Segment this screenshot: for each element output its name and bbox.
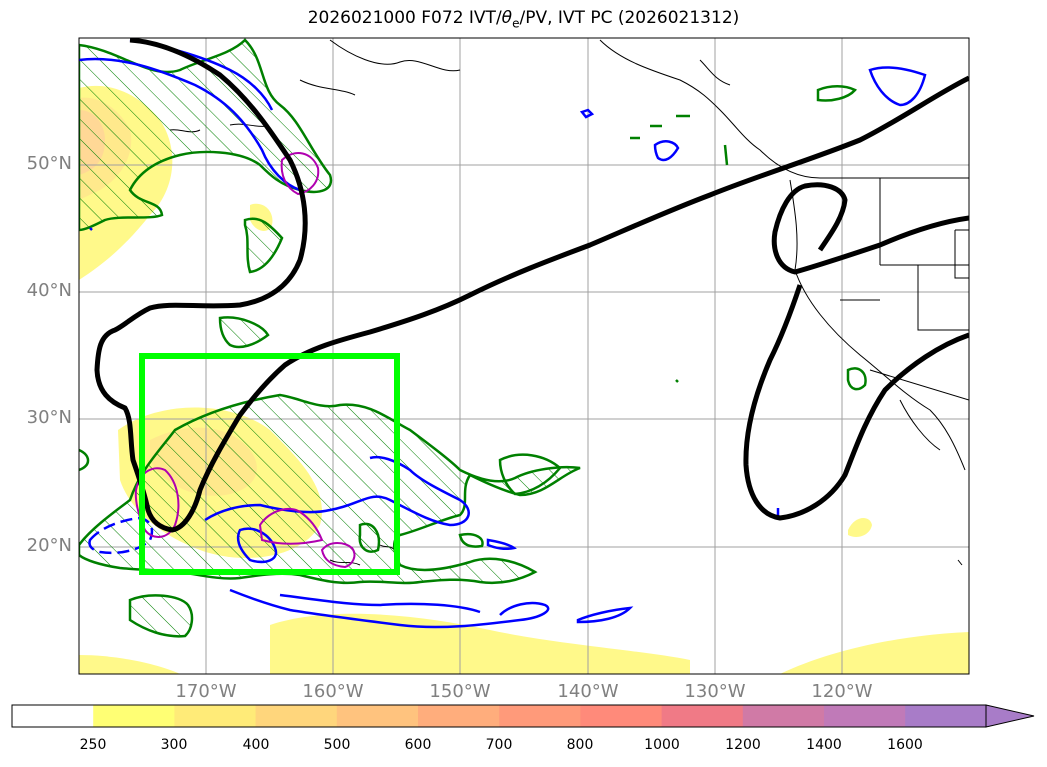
lon-label-170w: 170°W bbox=[175, 681, 237, 702]
colorbar-tick-label: 700 bbox=[485, 737, 513, 753]
colorbar-cell bbox=[742, 705, 825, 727]
colorbar-tick-label: 300 bbox=[160, 737, 188, 753]
colorbar-cell bbox=[336, 705, 419, 727]
colorbar-tick-label: 1200 bbox=[725, 737, 761, 753]
colorbar-cell bbox=[499, 705, 581, 727]
colorbar-tick-label: 1600 bbox=[887, 737, 923, 753]
colorbar-tick-label: 400 bbox=[242, 737, 270, 753]
colorbar-tick-label: 500 bbox=[323, 737, 351, 753]
colorbar-tick-label: 250 bbox=[79, 737, 107, 753]
ivt-colorbar bbox=[11, 704, 1035, 728]
colorbar-tick-label: 1400 bbox=[806, 737, 842, 753]
lat-label-30n: 30°N bbox=[26, 407, 72, 428]
theta-e-contours bbox=[79, 38, 867, 638]
colorbar-tick-label: 1000 bbox=[644, 737, 680, 753]
region-box bbox=[139, 353, 400, 575]
lon-label-150w: 150°W bbox=[429, 681, 491, 702]
colorbar-cell bbox=[174, 705, 257, 727]
colorbar-tick-label: 800 bbox=[566, 737, 594, 753]
colorbar-cell bbox=[418, 705, 500, 727]
colorbar-extend-arrow bbox=[985, 704, 1035, 728]
lon-label-140w: 140°W bbox=[557, 681, 619, 702]
lon-label-120w: 120°W bbox=[811, 681, 873, 702]
colorbar-cell bbox=[93, 705, 175, 727]
map-title: 2026021000 F072 IVT/θe/PV, IVT PC (20260… bbox=[307, 8, 740, 31]
colorbar-cell bbox=[12, 705, 94, 727]
lat-label-40n: 40°N bbox=[26, 280, 72, 301]
map-gridlines bbox=[79, 38, 969, 674]
colorbar-cell bbox=[580, 705, 663, 727]
colorbar-cell bbox=[255, 705, 338, 727]
ivt-map bbox=[78, 37, 970, 675]
lat-label-50n: 50°N bbox=[26, 153, 72, 174]
ivt-pc-contours bbox=[94, 38, 969, 533]
lon-label-130w: 130°W bbox=[684, 681, 746, 702]
colorbar-cell bbox=[824, 705, 906, 727]
colorbar-tick-label: 600 bbox=[404, 737, 432, 753]
lon-label-160w: 160°W bbox=[302, 681, 364, 702]
lat-label-20n: 20°N bbox=[26, 535, 72, 556]
colorbar-cell bbox=[661, 705, 744, 727]
ivt-shading bbox=[79, 85, 969, 674]
colorbar-cell bbox=[905, 705, 987, 727]
